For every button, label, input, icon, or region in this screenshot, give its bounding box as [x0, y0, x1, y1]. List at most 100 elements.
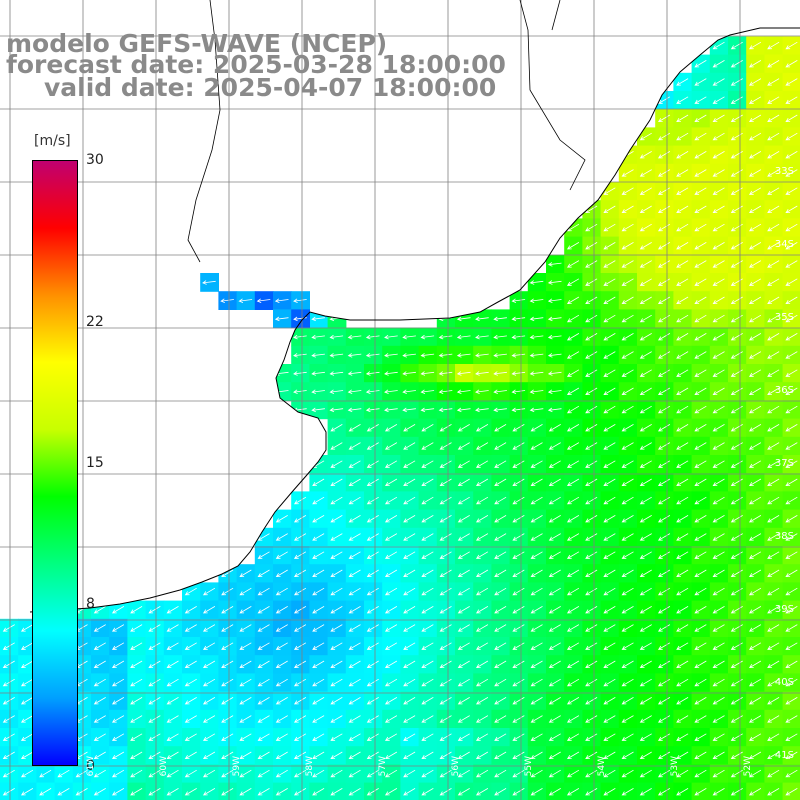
wind-arrow — [748, 569, 762, 578]
wind-arrow — [439, 751, 452, 760]
wind-cell — [491, 691, 511, 711]
wind-arrow — [293, 515, 307, 523]
wind-arrow — [621, 697, 634, 705]
wind-arrow — [548, 533, 561, 541]
wind-cell — [655, 109, 674, 128]
wind-cell — [182, 728, 201, 747]
land-area — [0, 0, 800, 614]
wind-arrow — [348, 788, 361, 796]
wind-arrow — [148, 715, 161, 723]
wind-arrow — [403, 496, 416, 505]
wind-arrow — [384, 788, 398, 796]
wind-cell — [473, 564, 492, 583]
wind-cell — [436, 655, 456, 674]
wind-arrow — [457, 442, 470, 450]
wind-cell — [728, 618, 747, 638]
wind-cell — [455, 746, 474, 765]
wind-arrow — [657, 660, 671, 669]
wind-arrow — [456, 371, 471, 376]
wind-arrow — [621, 788, 634, 796]
wind-arrow — [566, 624, 580, 632]
wind-arrow — [148, 606, 161, 614]
wind-cell — [254, 582, 274, 602]
wind-cell — [637, 764, 656, 784]
wind-cell — [673, 746, 693, 765]
forecast-date: forecast date: 2025-03-28 18:00:00 — [6, 50, 506, 79]
wind-arrow — [384, 334, 398, 340]
wind-arrow — [421, 496, 434, 505]
wind-cell — [746, 400, 765, 420]
wind-arrow — [767, 314, 780, 323]
wind-arrow — [239, 587, 252, 596]
wind-cell — [600, 673, 620, 693]
wind-cell — [618, 364, 638, 383]
wind-cell — [436, 691, 456, 711]
wind-arrow — [585, 606, 598, 614]
wind-arrow — [785, 169, 798, 177]
wind-cell — [582, 400, 602, 420]
wind-cell — [764, 527, 784, 547]
wind-arrow — [403, 769, 416, 778]
wind-arrow — [257, 642, 270, 650]
wind-arrow — [111, 788, 125, 796]
wind-arrow — [330, 569, 343, 578]
wind-arrow — [348, 715, 361, 723]
wind-cell — [473, 546, 492, 565]
wind-cell — [455, 546, 474, 565]
wind-arrow — [676, 114, 689, 123]
wind-arrow — [202, 788, 216, 796]
wind-arrow — [2, 788, 15, 796]
wind-arrow — [639, 296, 652, 305]
wind-cell — [673, 309, 693, 329]
wind-arrow — [275, 624, 288, 632]
wind-arrow — [694, 260, 707, 268]
wind-cell — [200, 600, 219, 620]
wind-cell — [200, 618, 219, 638]
wind-arrow — [493, 316, 507, 322]
wind-arrow — [767, 678, 780, 687]
wind-cell — [509, 600, 529, 620]
wind-cell — [764, 400, 784, 420]
wind-cell — [509, 764, 529, 784]
wind-arrow — [603, 369, 616, 377]
wind-arrow — [694, 314, 707, 323]
wind-arrow — [494, 515, 507, 523]
wind-arrow — [676, 678, 689, 687]
wind-arrow — [202, 280, 216, 285]
wind-arrow — [785, 333, 798, 341]
wind-arrow — [657, 751, 671, 760]
wind-arrow — [639, 715, 652, 723]
wind-arrow — [457, 551, 470, 559]
wind-arrow — [512, 715, 525, 723]
wind-arrow — [767, 515, 780, 523]
wind-arrow — [130, 678, 143, 687]
wind-cell — [491, 728, 511, 747]
wind-cell — [491, 527, 511, 547]
wind-arrow — [730, 278, 743, 286]
wind-arrow — [767, 351, 780, 359]
wind-arrow — [111, 751, 125, 760]
wind-cell — [709, 345, 729, 365]
wind-cell — [673, 327, 693, 347]
wind-cell — [291, 746, 310, 765]
wind-arrow — [494, 533, 507, 541]
wind-arrow — [712, 78, 725, 86]
wind-cell — [200, 673, 219, 693]
wind-cell — [582, 327, 602, 347]
wind-arrow — [621, 205, 634, 214]
wind-cell — [691, 764, 711, 784]
wind-arrow — [767, 78, 780, 86]
wind-cell — [546, 418, 565, 438]
wind-arrow — [348, 460, 361, 468]
wind-cell — [673, 236, 693, 256]
wind-cell — [764, 54, 784, 74]
wind-cell — [546, 509, 565, 529]
wind-arrow — [329, 334, 344, 340]
wind-arrow — [585, 587, 598, 596]
wind-cell — [455, 564, 474, 583]
wind-arrow — [639, 678, 652, 687]
wind-arrow — [330, 642, 343, 650]
wind-arrow — [494, 769, 507, 778]
wind-arrow — [712, 496, 725, 505]
wind-arrow — [348, 642, 361, 650]
